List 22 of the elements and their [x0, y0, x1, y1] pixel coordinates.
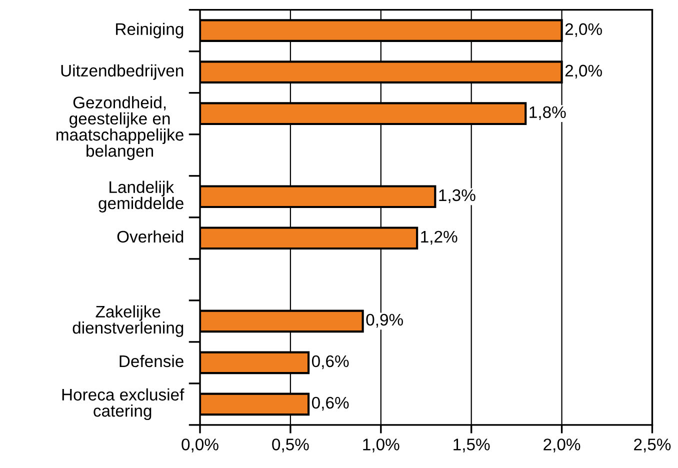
- x-tick-label: 2,0%: [544, 438, 580, 452]
- y-tick-label: Gezondheid, geestelijke en maatschappelijke belangen: [56, 96, 184, 160]
- x-tick-label: 1,5%: [454, 438, 490, 452]
- data-label: 0,6%: [312, 396, 349, 411]
- y-tick-label: Defensie: [120, 354, 184, 368]
- x-tick-label: 2,5%: [634, 438, 671, 452]
- data-label: 1,8%: [530, 106, 566, 120]
- x-tick-label: 1,0%: [363, 438, 400, 452]
- data-label: 0,6%: [312, 355, 349, 370]
- data-label: 1,2%: [421, 230, 458, 245]
- y-tick-label: Uitzendbedrijven: [61, 64, 184, 80]
- x-tick-label: 0,0%: [182, 438, 218, 452]
- y-tick-label: Zakelijke dienstverlening: [72, 305, 184, 338]
- x-tick-label: 0,5%: [272, 438, 309, 452]
- y-tick-label: Overheid: [117, 230, 184, 243]
- data-label: 2,0%: [565, 23, 602, 38]
- y-tick-label: Reiniging: [116, 22, 184, 38]
- data-label: 0,9%: [366, 314, 403, 328]
- data-label: 2,0%: [565, 64, 602, 79]
- data-label: 1,3%: [439, 189, 476, 204]
- y-tick-label: Horeca exclusief catering: [62, 388, 184, 420]
- y-tick-label: Landelijk gemiddelde: [98, 180, 184, 212]
